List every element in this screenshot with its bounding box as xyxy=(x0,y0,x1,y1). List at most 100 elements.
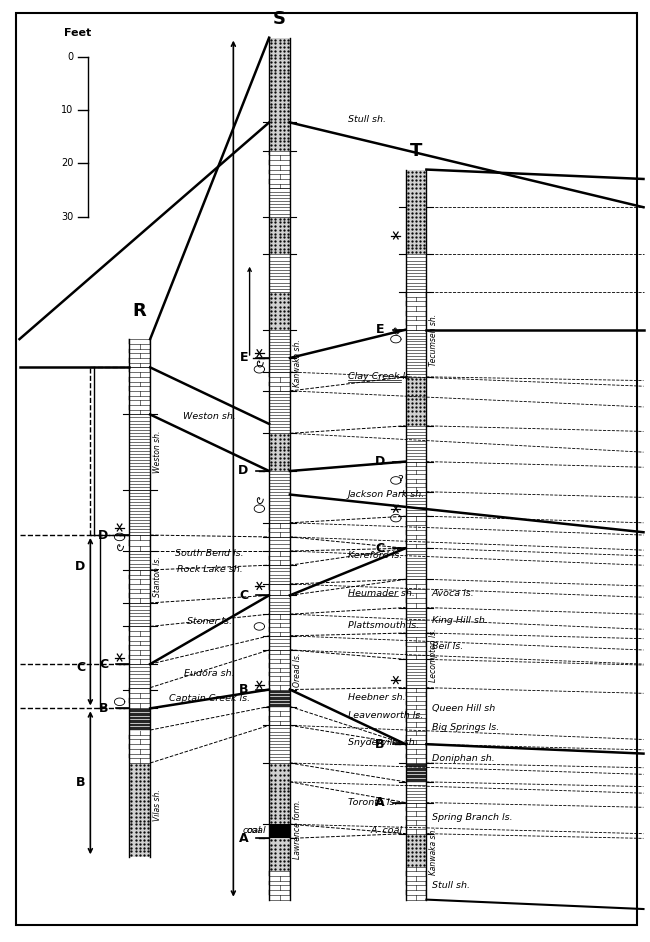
Text: Rock Lake sh.: Rock Lake sh. xyxy=(177,565,242,575)
Text: B: B xyxy=(75,776,85,789)
Text: Weston sh.: Weston sh. xyxy=(153,431,162,473)
Text: 30: 30 xyxy=(61,212,73,221)
Bar xyxy=(406,659,426,688)
Bar xyxy=(129,730,150,763)
Bar xyxy=(269,650,290,690)
Text: B: B xyxy=(99,702,109,715)
Bar xyxy=(269,584,290,595)
Text: A: A xyxy=(239,832,248,845)
Text: Feet: Feet xyxy=(64,28,92,38)
Bar xyxy=(129,688,150,708)
Text: Tecumseh sh.: Tecumseh sh. xyxy=(429,314,438,366)
Text: King Hill sh.: King Hill sh. xyxy=(432,616,488,625)
Bar xyxy=(129,664,150,688)
Text: Stull sh.: Stull sh. xyxy=(432,881,469,890)
Bar xyxy=(406,688,426,744)
Text: T: T xyxy=(410,142,422,160)
Bar xyxy=(406,803,426,834)
Text: Kanwaka sh.: Kanwaka sh. xyxy=(292,339,302,386)
Text: Vilas sh.: Vilas sh. xyxy=(153,789,162,821)
Bar xyxy=(269,391,290,433)
Bar xyxy=(406,579,426,608)
Text: C: C xyxy=(239,589,248,602)
Text: C: C xyxy=(76,661,85,674)
Bar xyxy=(269,292,290,330)
Bar xyxy=(269,763,290,782)
Text: Heebner sh.: Heebner sh. xyxy=(348,692,406,702)
Text: Kanwaka sh.: Kanwaka sh. xyxy=(429,827,438,875)
Bar xyxy=(269,595,290,614)
Text: Spring Branch ls.: Spring Branch ls. xyxy=(432,813,512,822)
Bar xyxy=(406,867,426,900)
Bar xyxy=(129,490,150,535)
Text: Heumader sh.: Heumader sh. xyxy=(348,589,415,598)
Bar xyxy=(269,471,290,523)
Bar xyxy=(269,38,290,151)
Text: ?: ? xyxy=(397,476,404,485)
Bar xyxy=(406,330,426,377)
Text: Lawrence form.: Lawrence form. xyxy=(292,799,302,859)
Text: Stoner ls.: Stoner ls. xyxy=(187,617,232,626)
Bar xyxy=(269,782,290,824)
Text: Leavenworth ls.: Leavenworth ls. xyxy=(348,711,423,721)
Text: 10: 10 xyxy=(61,105,73,115)
Text: 0: 0 xyxy=(68,52,73,61)
Text: C: C xyxy=(376,542,385,555)
Bar xyxy=(406,254,426,292)
Bar xyxy=(406,782,426,803)
Bar xyxy=(406,492,426,516)
Text: coal: coal xyxy=(246,826,266,836)
Text: Doniphan sh.: Doniphan sh. xyxy=(432,754,495,763)
Bar xyxy=(406,608,426,633)
Text: D: D xyxy=(374,455,385,468)
Bar xyxy=(406,170,426,207)
Bar xyxy=(269,188,290,217)
Bar xyxy=(406,377,426,426)
Text: Captain Creek ls.: Captain Creek ls. xyxy=(169,694,250,704)
Bar xyxy=(406,207,426,254)
Bar xyxy=(406,292,426,330)
Text: Avoca ls.: Avoca ls. xyxy=(432,589,474,598)
Bar xyxy=(129,708,150,730)
Bar xyxy=(406,462,426,492)
Bar xyxy=(129,339,150,367)
Bar xyxy=(269,523,290,537)
Bar xyxy=(129,367,150,414)
Text: D: D xyxy=(238,464,248,478)
Text: Stanton ls.: Stanton ls. xyxy=(153,557,162,597)
Bar xyxy=(269,690,290,706)
Bar xyxy=(269,565,290,584)
Text: Kereford ls.: Kereford ls. xyxy=(348,551,402,560)
Bar xyxy=(269,217,290,254)
Bar xyxy=(269,537,290,551)
Bar xyxy=(406,744,426,763)
Text: Weston sh.: Weston sh. xyxy=(183,412,236,421)
Text: Jackson Park sh.: Jackson Park sh. xyxy=(348,490,425,499)
Text: Lecompton ls.: Lecompton ls. xyxy=(429,629,438,682)
Bar xyxy=(129,763,150,815)
Text: Eudora sh.: Eudora sh. xyxy=(185,669,235,678)
Text: Clay Creek ls.: Clay Creek ls. xyxy=(348,372,413,382)
Text: Queen Hill sh: Queen Hill sh xyxy=(432,704,495,713)
Text: Plattsmouth ls.: Plattsmouth ls. xyxy=(348,621,419,630)
Bar xyxy=(406,548,426,579)
Bar xyxy=(129,570,150,603)
Bar xyxy=(269,551,290,565)
Bar xyxy=(406,763,426,782)
Text: A  coal: A coal xyxy=(370,826,402,836)
Bar xyxy=(269,254,290,292)
Bar xyxy=(129,535,150,551)
Text: D: D xyxy=(98,528,109,542)
Bar xyxy=(269,871,290,900)
Bar xyxy=(269,636,290,650)
Text: coal: coal xyxy=(243,826,261,836)
Text: R: R xyxy=(133,302,147,320)
Bar xyxy=(269,372,290,391)
Text: E: E xyxy=(240,351,248,365)
Bar xyxy=(269,433,290,471)
Bar xyxy=(406,834,426,867)
Bar xyxy=(129,603,150,626)
Bar xyxy=(269,330,290,372)
Bar xyxy=(129,414,150,490)
Bar xyxy=(406,426,426,462)
